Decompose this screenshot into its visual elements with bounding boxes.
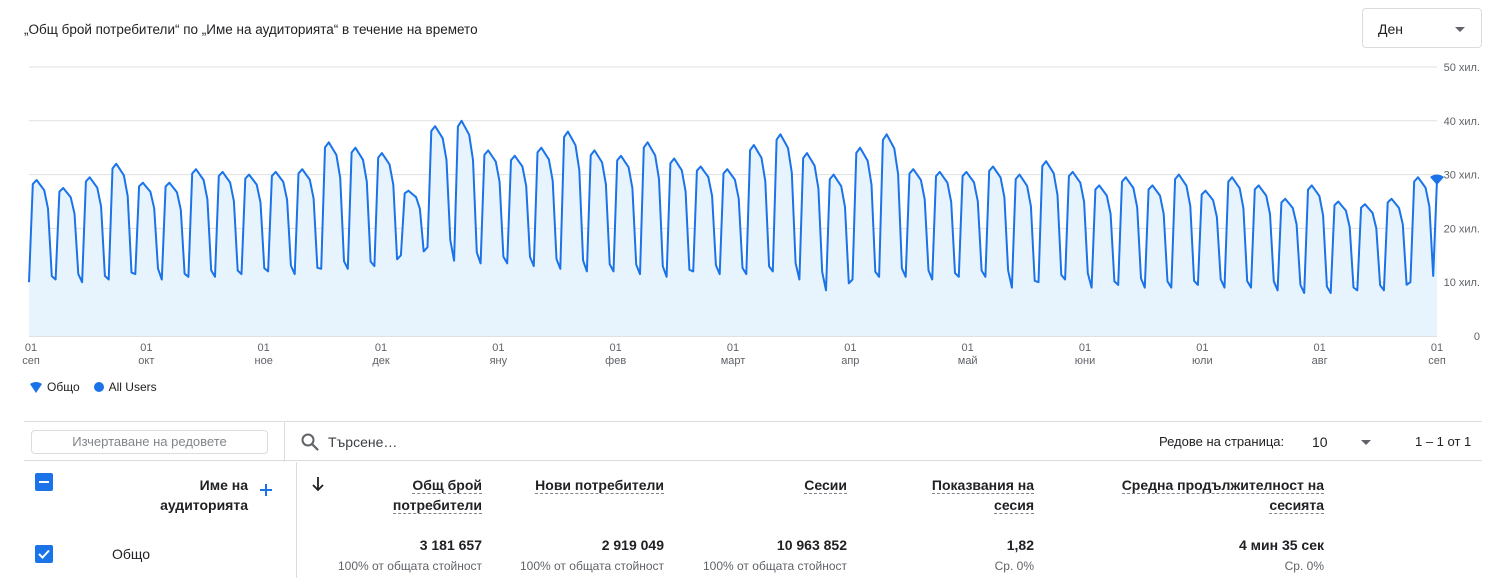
users-over-time-chart: 50 хил.40 хил.30 хил.20 хил.10 хил.001се… bbox=[22, 62, 1480, 367]
header-avg-session-duration[interactable]: Средна продължителност на сесията bbox=[1094, 475, 1324, 515]
y-tick-label: 0 bbox=[1474, 331, 1480, 343]
header-duration-l1: Средна продължителност на bbox=[1121, 477, 1324, 494]
x-tick-day: 01 bbox=[375, 342, 387, 354]
dimension-header-line1: Име на bbox=[199, 477, 248, 493]
y-tick-label: 50 хил. bbox=[1444, 62, 1480, 74]
x-tick-day: 01 bbox=[844, 342, 856, 354]
chevron-down-icon bbox=[1455, 27, 1465, 32]
y-tick-label: 10 хил. bbox=[1444, 277, 1480, 289]
x-tick-month: май bbox=[958, 355, 978, 367]
header-new-users-l1: Нови потребители bbox=[535, 477, 664, 494]
series-line-total bbox=[28, 119, 1438, 294]
table-toolbar: Изчертаване на редовете Редове на страни… bbox=[24, 421, 1482, 462]
header-total-users-l1: Общ брой bbox=[412, 477, 482, 494]
pagination-text: 1 – 1 от 1 bbox=[1415, 434, 1472, 449]
add-dimension-icon[interactable] bbox=[259, 483, 273, 497]
header-views-l1: Показвания на bbox=[931, 477, 1034, 494]
x-tick-day: 01 bbox=[492, 342, 504, 354]
legend-label-total: Общо bbox=[47, 380, 80, 394]
x-tick-month: авг bbox=[1312, 355, 1328, 367]
granularity-dropdown[interactable]: Ден bbox=[1362, 8, 1482, 48]
search-input[interactable] bbox=[328, 432, 628, 452]
rows-per-page-value: 10 bbox=[1312, 434, 1328, 450]
header-total-users[interactable]: Общ брой потребители bbox=[332, 475, 482, 515]
x-tick-day: 01 bbox=[727, 342, 739, 354]
x-tick-month: фев bbox=[605, 355, 626, 367]
header-total-users-l2: потребители bbox=[392, 497, 482, 514]
header-duration-l2: сесията bbox=[1269, 497, 1324, 514]
x-tick-month: апр bbox=[841, 355, 859, 367]
pin-icon bbox=[30, 382, 42, 393]
header-views-l2: сесия bbox=[994, 497, 1034, 514]
x-tick-day: 01 bbox=[1079, 342, 1091, 354]
checkmark-icon bbox=[38, 549, 50, 559]
x-tick-month: сеп bbox=[22, 355, 40, 367]
dimension-header[interactable]: Име на аудиторията bbox=[140, 475, 248, 515]
sub-new-users: 100% от общата стойност bbox=[520, 559, 664, 573]
x-tick-day: 01 bbox=[1431, 342, 1443, 354]
x-tick-month: яну bbox=[490, 355, 508, 367]
select-all-checkbox[interactable] bbox=[35, 473, 53, 491]
row-checkbox[interactable] bbox=[35, 545, 53, 563]
header-new-users[interactable]: Нови потребители bbox=[504, 475, 664, 495]
legend-item-all-users[interactable]: All Users bbox=[93, 380, 157, 394]
chevron-down-icon bbox=[1361, 440, 1371, 445]
y-tick-label: 20 хил. bbox=[1444, 223, 1480, 235]
column-divider bbox=[296, 462, 297, 578]
x-tick-month: дек bbox=[372, 355, 390, 367]
value-new-users: 2 919 049 bbox=[601, 537, 664, 553]
y-tick-label: 30 хил. bbox=[1444, 170, 1480, 182]
search-icon bbox=[301, 433, 319, 451]
x-tick-month: сеп bbox=[1428, 355, 1446, 367]
header-sessions-l1: Сесии bbox=[804, 477, 847, 494]
x-tick-day: 01 bbox=[25, 342, 37, 354]
y-tick-label: 40 хил. bbox=[1444, 116, 1480, 128]
series-area-total bbox=[29, 120, 1437, 336]
sub-sessions: 100% от общата стойност bbox=[703, 559, 847, 573]
chart-title: „Общ брой потребители“ по „Име на аудито… bbox=[24, 22, 478, 37]
rows-per-page-select[interactable]: 10 bbox=[1312, 428, 1372, 456]
x-tick-day: 01 bbox=[962, 342, 974, 354]
value-total-users: 3 181 657 bbox=[419, 537, 482, 553]
x-tick-month: юни bbox=[1075, 355, 1095, 367]
x-tick-day: 01 bbox=[1196, 342, 1208, 354]
x-tick-month: ное bbox=[255, 355, 273, 367]
x-tick-month: март bbox=[721, 355, 746, 367]
value-sessions: 10 963 852 bbox=[776, 537, 847, 553]
sort-desc-icon[interactable] bbox=[311, 476, 325, 492]
x-tick-month: окт bbox=[138, 355, 154, 367]
sub-duration: Ср. 0% bbox=[1284, 559, 1324, 573]
header-views-per-session[interactable]: Показвания на сесия bbox=[884, 475, 1034, 515]
header-sessions[interactable]: Сесии bbox=[697, 475, 847, 495]
x-tick-day: 01 bbox=[610, 342, 622, 354]
sub-views: Ср. 0% bbox=[994, 559, 1034, 573]
divider bbox=[284, 422, 285, 462]
row-name: Общо bbox=[112, 546, 151, 562]
legend-label-all-users: All Users bbox=[108, 380, 157, 394]
series-end-marker bbox=[1430, 174, 1444, 185]
value-views-per-session: 1,82 bbox=[1006, 537, 1034, 553]
plot-rows-button[interactable]: Изчертаване на редовете bbox=[31, 430, 268, 454]
dimension-header-line2: аудиторията bbox=[160, 497, 248, 513]
legend-item-total[interactable]: Общо bbox=[30, 380, 80, 394]
x-tick-month: юли bbox=[1192, 355, 1213, 367]
value-avg-duration: 4 мин 35 сек bbox=[1238, 537, 1324, 553]
x-tick-day: 01 bbox=[1314, 342, 1326, 354]
x-tick-day: 01 bbox=[258, 342, 270, 354]
x-tick-day: 01 bbox=[140, 342, 152, 354]
sub-total-users: 100% от общата стойност bbox=[338, 559, 482, 573]
granularity-value: Ден bbox=[1378, 21, 1403, 37]
dot-icon bbox=[93, 382, 104, 392]
rows-per-page-label: Редове на страница: bbox=[1159, 434, 1285, 449]
chart-legend: Общо All Users bbox=[30, 380, 157, 394]
